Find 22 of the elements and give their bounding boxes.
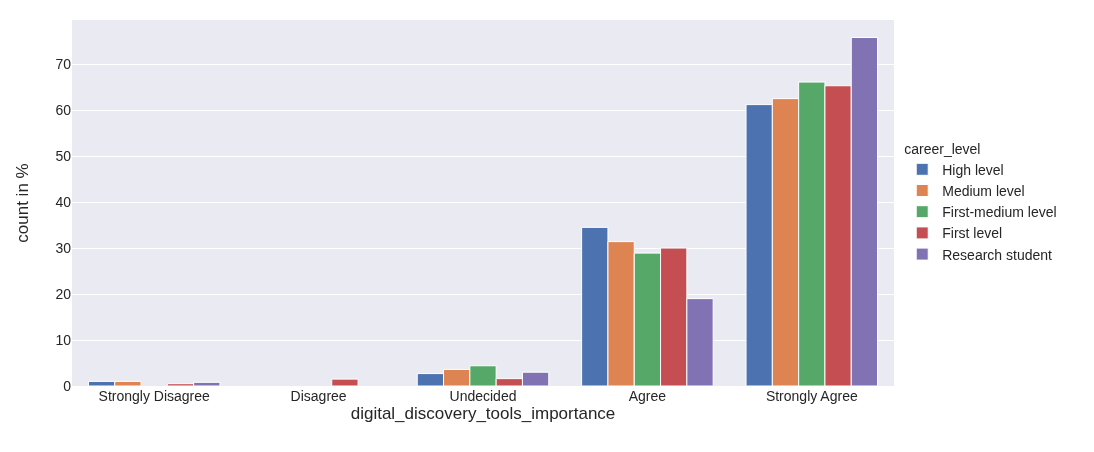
legend-label: Research student — [942, 246, 1053, 263]
x-tick-label: Strongly Agree — [765, 388, 858, 404]
y-tick-label: 0 — [63, 377, 72, 394]
x-tick-label: Agree — [628, 388, 667, 404]
y-tick-label: 40 — [55, 193, 72, 210]
bar — [331, 378, 359, 386]
x-axis-title: digital_discovery_tools_importance — [350, 404, 616, 424]
y-tick-label: 20 — [55, 285, 72, 302]
y-tick-label: 70 — [55, 56, 72, 73]
y-axis-title: count in % — [13, 163, 32, 243]
y-tick-label: 50 — [55, 148, 72, 164]
y-tick-label: 60 — [55, 102, 72, 119]
legend-label: High level — [942, 161, 1004, 178]
x-tick-label: Undecided — [449, 388, 517, 404]
x-tick-label: Disagree — [290, 388, 347, 404]
legend-label: Medium level — [942, 182, 1025, 199]
y-tick-label: 10 — [55, 331, 72, 348]
legend-label: First level — [942, 225, 1003, 242]
x-tick-label: Strongly Disagree — [98, 388, 211, 404]
y-tick-label: 30 — [55, 239, 72, 256]
legend-title: career_level — [904, 140, 981, 157]
legend-label: First-medium level — [942, 204, 1057, 221]
